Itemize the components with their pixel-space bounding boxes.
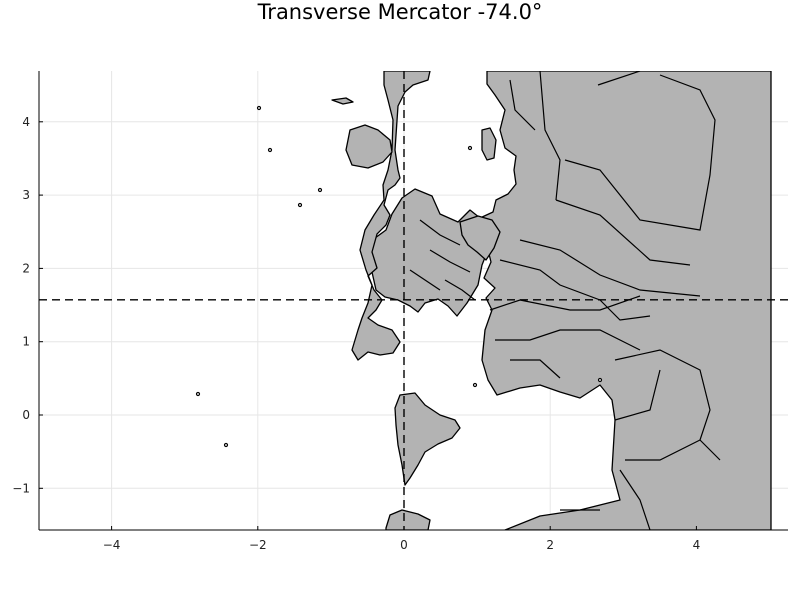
country-border-13 <box>419 219 461 246</box>
country-border-15 <box>444 279 476 301</box>
y-tick-label: 4 <box>22 115 30 129</box>
island-3 <box>195 391 201 397</box>
landmass-layer <box>195 71 772 530</box>
country-border-5 <box>519 239 701 297</box>
island-2 <box>297 202 303 208</box>
country-border-3 <box>564 74 716 231</box>
country-border-10 <box>614 349 721 461</box>
country-border-7 <box>489 295 641 311</box>
country-border-8 <box>495 329 641 351</box>
land-north-america <box>351 71 431 361</box>
island-4 <box>223 442 229 448</box>
country-border-6 <box>499 259 651 321</box>
land-iceland <box>481 127 497 161</box>
country-border-14 <box>429 249 471 273</box>
country-border-12 <box>625 439 701 461</box>
y-tick-label: −1 <box>12 481 30 495</box>
country-border-2 <box>597 71 641 86</box>
x-tick-label: 0 <box>400 538 408 552</box>
y-tick-label: 3 <box>22 188 30 202</box>
x-tick-label: −2 <box>249 538 267 552</box>
island-0 <box>256 105 262 111</box>
x-tick-label: −4 <box>103 538 121 552</box>
land-antarctica-tip <box>385 509 431 530</box>
x-tick-label: 4 <box>693 538 701 552</box>
country-border-18 <box>619 469 651 530</box>
country-border-16 <box>409 269 441 291</box>
island-1 <box>267 147 273 153</box>
plot-title: Transverse Mercator -74.0° <box>257 0 543 24</box>
land-south-america <box>394 392 461 486</box>
country-border-1 <box>509 79 536 131</box>
land-small-island <box>331 97 354 105</box>
country-border-9 <box>510 359 561 379</box>
country-borders <box>409 71 721 530</box>
y-tick-label: 2 <box>22 261 30 275</box>
island-8 <box>472 382 478 388</box>
y-tick-label: 0 <box>22 408 30 422</box>
land-greenland <box>345 124 393 169</box>
country-border-11 <box>614 369 661 421</box>
island-5 <box>317 187 323 193</box>
country-border-4 <box>555 199 691 266</box>
land-britain <box>459 215 501 261</box>
country-border-0 <box>539 71 561 201</box>
island-7 <box>597 377 603 383</box>
axes: −4 −2 0 2 4 −1 0 1 2 3 4 <box>12 71 788 552</box>
y-tick-label: 1 <box>22 335 30 349</box>
island-6 <box>467 145 473 151</box>
x-tick-label: 2 <box>546 538 554 552</box>
land-eurasia-africa <box>367 71 772 530</box>
